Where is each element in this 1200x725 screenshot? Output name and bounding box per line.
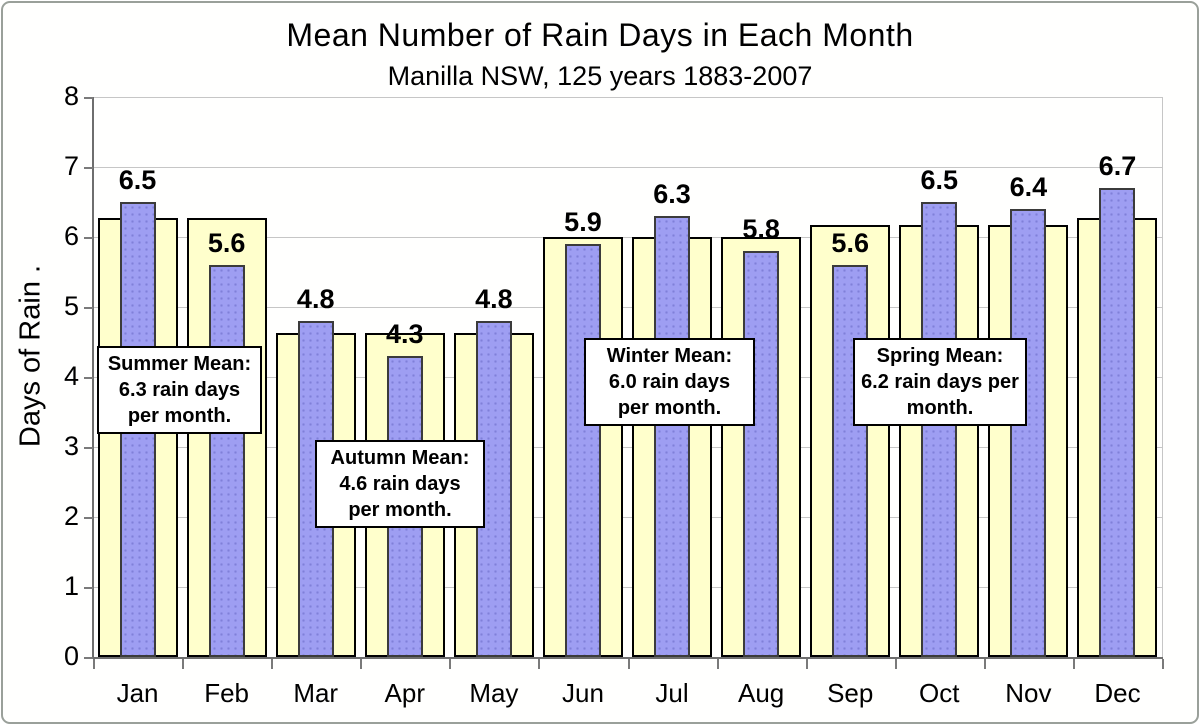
annotation-summer-line-2: 6.3 rain days (118, 379, 241, 401)
gridline-5 (93, 307, 1162, 308)
y-tick-0 (84, 657, 93, 659)
annotation-summer: Summer Mean: 6.3 rain days per month. (97, 346, 262, 434)
gridline-2 (93, 517, 1162, 518)
y-axis-line (92, 97, 94, 657)
x-tick-label-dec: Dec (1094, 678, 1141, 708)
annotation-winter-line-1: Winter Mean: (606, 345, 733, 367)
y-tick-6 (84, 237, 93, 239)
annotation-winter-line-3: per month. (617, 397, 722, 419)
y-tick-8 (84, 97, 93, 99)
monthly-bar-dec (1099, 188, 1136, 657)
x-tick-7 (717, 659, 719, 669)
y-tick-4 (84, 377, 93, 379)
x-tick-9 (895, 659, 897, 669)
x-tick-1 (182, 659, 184, 669)
x-tick-label-sep: Sep (827, 678, 874, 708)
y-tick-1 (84, 587, 93, 589)
x-tick-5 (538, 659, 540, 669)
bar-value-label-nov: 6.4 (1009, 172, 1048, 202)
x-tick-label-feb: Feb (204, 678, 250, 708)
y-tick-label-7: 7 (63, 151, 79, 181)
annotation-spring-line-3: month. (906, 397, 974, 419)
x-tick-label-mar: Mar (293, 678, 339, 708)
y-tick-5 (84, 307, 93, 309)
monthly-bar-nov (1010, 209, 1047, 657)
bar-value-label-may: 4.8 (475, 284, 513, 314)
annotation-summer-line-1: Summer Mean: (107, 353, 252, 375)
y-tick-label-8: 8 (63, 81, 79, 111)
gridline-1 (93, 587, 1162, 588)
bar-value-label-sep: 5.6 (831, 228, 869, 258)
bar-value-label-dec: 6.7 (1098, 151, 1137, 181)
annotation-autumn-line-2: 4.6 rain days (339, 473, 461, 495)
x-tick-0 (93, 659, 95, 669)
annotation-winter: Winter Mean: 6.0 rain days per month. (584, 338, 755, 426)
x-tick-4 (449, 659, 451, 669)
x-tick-10 (984, 659, 986, 669)
monthly-bar-aug (743, 251, 780, 657)
x-tick-2 (271, 659, 273, 669)
plot-right-border (1162, 97, 1163, 657)
plot-area: 0 1 2 3 4 5 6 7 8 Jan Feb Mar Apr May Jun Jul Aug Sep Oct N… (3, 3, 1197, 722)
bar-value-label-aug: 5.8 (742, 214, 780, 244)
x-tick-label-may: May (469, 678, 519, 708)
y-tick-2 (84, 517, 93, 519)
annotation-spring-line-1: Spring Mean: (876, 345, 1004, 367)
bar-value-label-mar: 4.8 (296, 284, 335, 314)
monthly-bar-jul (654, 216, 691, 657)
y-tick-label-5: 5 (63, 291, 79, 321)
x-tick-label-apr: Apr (384, 678, 426, 708)
annotation-summer-line-3: per month. (127, 405, 232, 427)
x-tick-8 (806, 659, 808, 669)
chart-subtitle: Manilla NSW, 125 years 1883-2007 (387, 61, 813, 91)
annotation-autumn-line-3: per month. (348, 499, 452, 521)
bar-value-label-feb: 5.6 (207, 228, 246, 258)
annotation-autumn: Autumn Mean: 4.6 rain days per month. (315, 440, 485, 528)
x-tick-3 (360, 659, 362, 669)
x-tick-label-jan: Jan (116, 678, 159, 708)
monthly-bar-feb (208, 265, 245, 657)
bar-value-label-jul: 6.3 (653, 179, 691, 209)
monthly-bar-sep (832, 265, 869, 657)
monthly-bar-oct (921, 202, 958, 657)
monthly-bar-jun (564, 244, 601, 657)
annotation-winter-line-2: 6.0 rain days (608, 371, 731, 393)
gridline-8 (93, 97, 1162, 98)
y-tick-label-4: 4 (63, 361, 79, 391)
x-axis-line (92, 657, 1163, 659)
x-tick-label-aug: Aug (737, 678, 785, 708)
chart-title: Mean Number of Rain Days in Each Month (286, 17, 914, 53)
y-tick-label-6: 6 (63, 221, 79, 251)
bar-value-label-jun: 5.9 (564, 207, 602, 237)
bar-value-label-apr: 4.3 (386, 319, 424, 349)
y-tick-label-3: 3 (63, 431, 79, 461)
x-tick-label-nov: Nov (1005, 678, 1052, 708)
gridline-7 (93, 167, 1162, 168)
x-tick-label-jul: Jul (655, 678, 689, 708)
y-tick-label-0: 0 (63, 641, 79, 671)
y-tick-label-1: 1 (63, 571, 79, 601)
bar-value-label-jan: 6.5 (118, 165, 157, 195)
gridline-3 (93, 447, 1162, 448)
x-tick-label-oct: Oct (919, 678, 960, 708)
annotation-spring-line-2: 6.2 rain days per (861, 371, 1019, 393)
gridline-6 (93, 237, 1162, 238)
x-tick-6 (628, 659, 630, 669)
x-tick-11 (1073, 659, 1075, 669)
x-tick-12 (1162, 659, 1164, 669)
x-tick-label-jun: Jun (561, 678, 604, 708)
y-tick-label-2: 2 (63, 501, 79, 531)
y-tick-3 (84, 447, 93, 449)
bar-value-label-oct: 6.5 (920, 165, 959, 195)
annotation-spring: Spring Mean: 6.2 rain days per month. (853, 338, 1027, 426)
y-tick-7 (84, 167, 93, 169)
annotation-autumn-line-1: Autumn Mean: (330, 447, 470, 469)
